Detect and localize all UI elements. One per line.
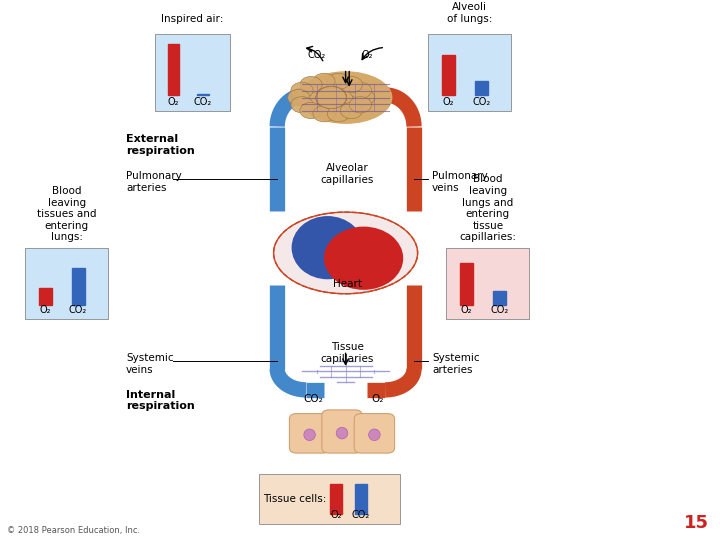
Circle shape (316, 86, 346, 109)
Text: CO₂: CO₂ (352, 510, 370, 520)
FancyBboxPatch shape (259, 474, 400, 524)
Circle shape (300, 103, 322, 119)
Circle shape (313, 73, 335, 90)
FancyBboxPatch shape (322, 410, 362, 453)
Text: CO₂: CO₂ (472, 97, 490, 106)
Circle shape (316, 86, 346, 109)
Text: Pulmonary
veins: Pulmonary veins (432, 171, 487, 193)
Circle shape (316, 86, 346, 109)
Text: CO₂: CO₂ (194, 97, 212, 106)
Circle shape (316, 86, 346, 109)
Circle shape (349, 97, 372, 113)
Ellipse shape (336, 427, 348, 439)
Circle shape (316, 86, 346, 109)
Text: Blood
leaving
tissues and
entering
lungs:: Blood leaving tissues and entering lungs… (37, 186, 96, 242)
Text: O₂: O₂ (461, 305, 472, 315)
Text: Systemic
veins: Systemic veins (126, 353, 174, 375)
Text: Blood
leaving
lungs and
entering
tissue
capillaries:: Blood leaving lungs and entering tissue … (459, 174, 516, 242)
Circle shape (288, 90, 310, 106)
Bar (474, 81, 488, 96)
Text: CO₂: CO₂ (307, 50, 326, 60)
Circle shape (300, 77, 322, 93)
Text: Tissue cells:: Tissue cells: (263, 494, 326, 504)
Circle shape (316, 86, 346, 109)
FancyBboxPatch shape (155, 35, 230, 111)
Circle shape (349, 82, 372, 98)
Ellipse shape (324, 227, 403, 290)
Text: CO₂: CO₂ (69, 305, 87, 315)
Circle shape (316, 86, 346, 109)
Circle shape (328, 106, 349, 122)
Ellipse shape (292, 216, 364, 279)
Text: Internal
respiration: Internal respiration (126, 390, 194, 411)
Bar (492, 291, 506, 305)
Text: Heart: Heart (333, 279, 361, 289)
Text: CO₂: CO₂ (490, 305, 508, 315)
Circle shape (316, 86, 346, 109)
Ellipse shape (369, 429, 380, 441)
Text: O₂: O₂ (168, 97, 179, 106)
Text: External
respiration: External respiration (126, 134, 194, 156)
Ellipse shape (299, 71, 392, 124)
Text: 15: 15 (684, 514, 709, 532)
Circle shape (316, 86, 346, 109)
Ellipse shape (274, 212, 418, 294)
Circle shape (316, 86, 346, 109)
Bar (197, 94, 209, 96)
Bar (442, 55, 455, 96)
FancyBboxPatch shape (289, 414, 330, 453)
Text: Systemic
arteries: Systemic arteries (432, 353, 480, 375)
Text: CO₂: CO₂ (303, 394, 323, 403)
Text: Alveolar
capillaries: Alveolar capillaries (320, 164, 374, 185)
Text: O₂: O₂ (443, 97, 454, 106)
Circle shape (341, 103, 362, 119)
Circle shape (313, 106, 335, 122)
Bar (330, 483, 342, 514)
FancyBboxPatch shape (446, 248, 529, 319)
FancyBboxPatch shape (354, 414, 395, 453)
Bar (71, 268, 85, 305)
Circle shape (291, 97, 313, 113)
Bar (460, 264, 473, 305)
Bar (168, 44, 179, 96)
Text: O₂: O₂ (330, 510, 342, 520)
Circle shape (341, 77, 362, 93)
Text: Tissue
capillaries: Tissue capillaries (320, 342, 374, 364)
Bar (356, 483, 366, 514)
Ellipse shape (304, 429, 315, 441)
Circle shape (316, 86, 346, 109)
Circle shape (328, 73, 349, 90)
Text: © 2018 Pearson Education, Inc.: © 2018 Pearson Education, Inc. (7, 526, 140, 535)
Text: Inspired air:: Inspired air: (161, 14, 224, 24)
Circle shape (316, 86, 346, 109)
Text: Pulmonary
arteries: Pulmonary arteries (126, 171, 181, 193)
Text: O₂: O₂ (40, 305, 51, 315)
Bar (39, 288, 52, 305)
FancyBboxPatch shape (428, 35, 511, 111)
Circle shape (316, 86, 346, 109)
Circle shape (353, 90, 374, 106)
Circle shape (316, 86, 346, 109)
Text: O₂: O₂ (372, 394, 384, 403)
Circle shape (291, 82, 313, 98)
Text: Alveoli
of lungs:: Alveoli of lungs: (447, 2, 492, 24)
Text: O₂: O₂ (361, 50, 373, 60)
FancyBboxPatch shape (25, 248, 108, 319)
